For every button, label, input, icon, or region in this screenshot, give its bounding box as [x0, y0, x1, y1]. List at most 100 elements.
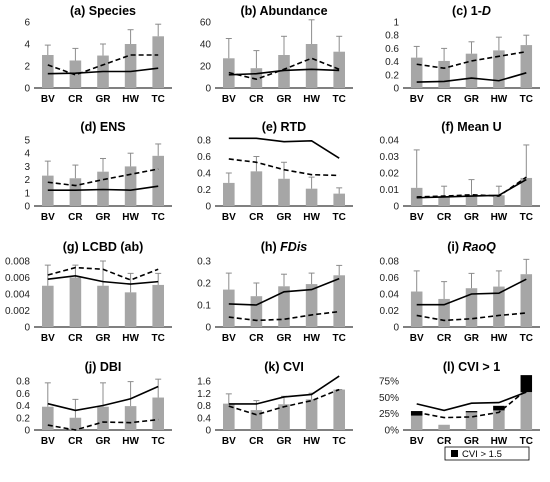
y-tick-label: 0.002 — [5, 306, 30, 317]
y-tick-label: 0 — [24, 323, 30, 334]
x-tick-label: GR — [96, 436, 112, 447]
x-tick-label: TC — [520, 94, 533, 105]
bar — [333, 193, 345, 206]
y-tick-label: 0.1 — [197, 301, 211, 312]
y-tick-label: 2 — [24, 62, 30, 73]
y-tick-label: 0 — [205, 323, 211, 334]
bar — [333, 389, 345, 430]
chart-title-part: (c) 1- — [452, 4, 482, 18]
y-tick-label: 0.008 — [5, 257, 30, 268]
bar — [465, 195, 478, 206]
y-tick-label: 6 — [24, 18, 30, 29]
series-line-dashed — [47, 54, 159, 76]
chart-title-part: (h) — [261, 240, 280, 254]
bar — [124, 44, 137, 88]
chart-panel-8: (i) RaoQ 0 0.02 0.04 0.06 0.08 BV CR GR HW TC — [380, 240, 540, 344]
y-tick-label: 0.8 — [16, 377, 30, 388]
y-tick-label: 0.04 — [380, 290, 400, 301]
y-tick-label: 0.2 — [385, 70, 399, 81]
chart-title-part: (k) CVI — [264, 360, 304, 374]
y-tick-label: 0 — [205, 202, 211, 213]
series-line-dashed — [47, 418, 159, 431]
chart-panel-11: (l) CVI > 1 0% 25% 50% 75% BV CR GR HW TC CVI > 1.… — [379, 360, 540, 461]
series-line-solid — [47, 275, 159, 285]
x-tick-label: TC — [152, 436, 165, 447]
chart-title: (a) Species — [70, 4, 136, 18]
series-line-dashed — [228, 158, 340, 177]
x-tick-label: BV — [41, 333, 55, 344]
legend-box — [444, 446, 530, 461]
x-tick-label: BV — [222, 436, 236, 447]
y-tick-label: 1 — [393, 18, 399, 29]
bar — [69, 277, 82, 327]
chart-title-part: (l) CVI > 1 — [443, 360, 500, 374]
bar — [465, 53, 478, 88]
series-line-solid — [416, 72, 527, 83]
x-tick-label: CR — [437, 436, 452, 447]
chart-title-part: (d) ENS — [80, 120, 125, 134]
y-tick-label: 0.3 — [197, 257, 211, 268]
bar — [305, 44, 318, 88]
bar — [438, 196, 450, 206]
series-line-dashed — [47, 266, 159, 281]
bar — [42, 55, 54, 88]
y-tick-label: 0.8 — [197, 401, 211, 412]
x-tick-label: GR — [96, 212, 112, 223]
y-tick-label: 0.6 — [197, 152, 211, 163]
y-tick-label: 0.004 — [5, 290, 30, 301]
bar — [97, 285, 109, 327]
series-line-solid — [228, 68, 340, 76]
y-tick-label: 0.06 — [380, 273, 400, 284]
bar — [250, 171, 263, 206]
x-tick-label: HW — [122, 212, 139, 223]
series-line-dashed — [228, 57, 340, 81]
bar — [410, 415, 423, 430]
chart-panel-10: (k) CVI 0 0.40.81.21.6 BV CR GR HW TC — [197, 360, 353, 447]
bar — [69, 417, 82, 430]
y-tick-label: 0.02 — [380, 169, 400, 180]
bar — [152, 284, 164, 327]
x-tick-label: GR — [96, 333, 112, 344]
bar — [223, 289, 235, 327]
chart-panel-5: (f) Mean U 0 0.01 0.02 0.03 0.04 BV CR GR HW TC — [380, 120, 540, 223]
bar — [305, 399, 318, 430]
bar — [410, 57, 423, 88]
y-tick-label: 75% — [379, 377, 399, 388]
bar-dark — [410, 411, 423, 416]
bar — [520, 177, 533, 206]
bar — [438, 60, 450, 88]
y-tick-label: 0.4 — [197, 169, 211, 180]
bar — [465, 288, 478, 327]
bar — [278, 178, 290, 206]
legend-swatch — [451, 450, 458, 457]
x-tick-label: HW — [303, 94, 320, 105]
chart-title-part: RaoQ — [462, 240, 496, 254]
chart-title-part: (e) RTD — [262, 120, 306, 134]
x-tick-label: TC — [152, 212, 165, 223]
chart-title-part: FDis — [280, 240, 307, 254]
bar — [305, 188, 318, 206]
bar — [152, 155, 164, 206]
x-tick-label: BV — [410, 436, 424, 447]
chart-title: (g) LCBD (ab) — [63, 240, 144, 254]
x-tick-label: HW — [122, 436, 139, 447]
chart-title: (f) Mean U — [441, 120, 501, 134]
chart-title: (c) 1-D — [452, 4, 491, 18]
x-tick-label: CR — [249, 94, 264, 105]
legend-label: CVI > 1.5 — [462, 449, 502, 460]
bar — [250, 410, 263, 430]
bar — [410, 291, 423, 327]
y-tick-label: 1 — [24, 188, 30, 199]
x-tick-label: TC — [152, 333, 165, 344]
chart-title: (h) FDis — [261, 240, 308, 254]
bar — [152, 36, 164, 88]
series-line-solid — [228, 137, 340, 159]
x-tick-label: BV — [41, 94, 55, 105]
x-tick-label: TC — [333, 94, 346, 105]
bar — [493, 50, 505, 88]
chart-title-part: (g) LCBD (ab) — [63, 240, 144, 254]
x-tick-label: TC — [152, 94, 165, 105]
x-tick-label: BV — [41, 436, 55, 447]
bar — [438, 424, 450, 430]
